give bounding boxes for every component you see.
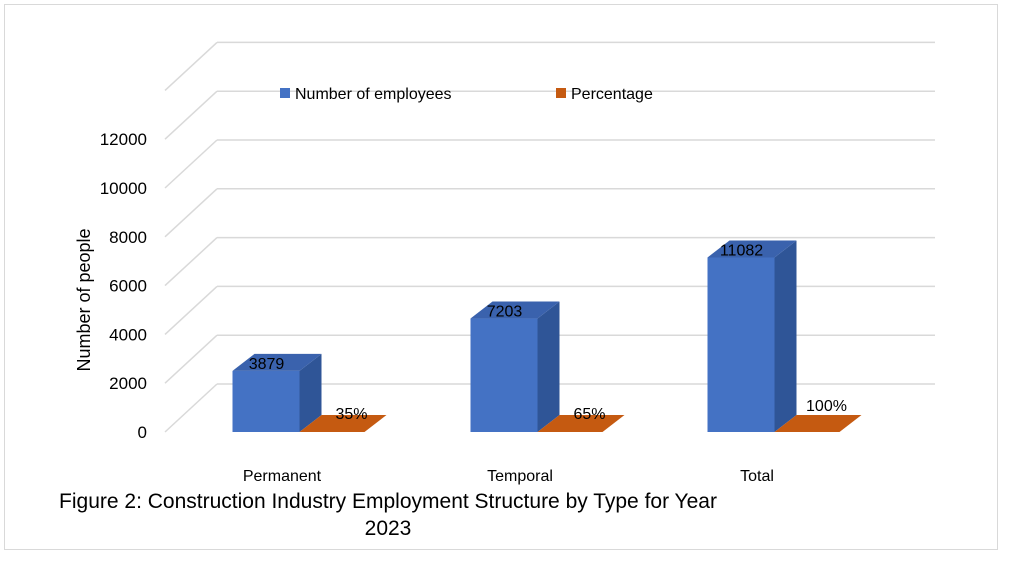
y-tick-label: 4000 xyxy=(109,325,147,344)
bar-top xyxy=(470,301,560,319)
data-label-employees: 7203 xyxy=(487,304,523,321)
figure-caption: Figure 2: Construction Industry Employme… xyxy=(59,490,717,540)
bars xyxy=(232,240,862,432)
gridline-diagonal xyxy=(164,90,218,140)
y-tick-label: 2000 xyxy=(109,374,147,393)
chart-frame xyxy=(4,4,998,550)
legend: Number of employees Percentage xyxy=(280,86,653,103)
gridline-diagonal xyxy=(164,188,218,238)
x-axis-ticks: Permanent Temporal Total xyxy=(243,468,774,485)
legend-label: Percentage xyxy=(571,86,653,103)
legend-swatch xyxy=(280,88,290,98)
bar-side xyxy=(774,240,797,432)
y-axis-ticks: 0 2000 4000 6000 8000 10000 12000 xyxy=(100,130,147,442)
bar-employees xyxy=(470,318,538,432)
bar-percentage xyxy=(299,415,387,432)
x-tick-label: Temporal xyxy=(487,468,553,485)
gridline-diagonal xyxy=(164,41,218,91)
bar-top xyxy=(707,240,797,258)
gridline-diagonal xyxy=(164,334,218,384)
bar-percentage xyxy=(537,415,625,432)
bar-top xyxy=(232,353,322,371)
x-tick-label: Total xyxy=(740,468,774,485)
y-tick-label: 8000 xyxy=(109,228,147,247)
x-tick-label: Permanent xyxy=(243,468,322,485)
data-label-percentage: 100% xyxy=(806,398,847,415)
gridline-diagonal xyxy=(164,139,218,189)
y-tick-label: 0 xyxy=(138,423,147,442)
data-label-employees: 11082 xyxy=(720,242,763,259)
y-tick-label: 10000 xyxy=(100,179,147,198)
bar-percentage xyxy=(774,415,862,432)
data-label-employees: 3879 xyxy=(249,356,285,373)
data-label-percentage: 65% xyxy=(573,406,605,423)
data-labels: 3879 35% 7203 65% 11082 100% xyxy=(249,242,847,423)
legend-swatch xyxy=(556,88,566,98)
data-label-percentage: 35% xyxy=(335,406,367,423)
bar-employees xyxy=(707,257,775,432)
bar-side xyxy=(537,301,560,432)
gridlines xyxy=(164,41,935,433)
bar-employees xyxy=(232,370,300,432)
gridline-diagonal xyxy=(164,285,218,335)
legend-label: Number of employees xyxy=(295,86,452,103)
y-tick-label: 12000 xyxy=(100,130,147,149)
gridline-diagonal xyxy=(164,237,218,287)
y-axis-label: Number of people xyxy=(74,228,94,371)
y-tick-label: 6000 xyxy=(109,277,147,296)
gridline-diagonal xyxy=(164,383,218,433)
bar-side xyxy=(299,353,322,432)
